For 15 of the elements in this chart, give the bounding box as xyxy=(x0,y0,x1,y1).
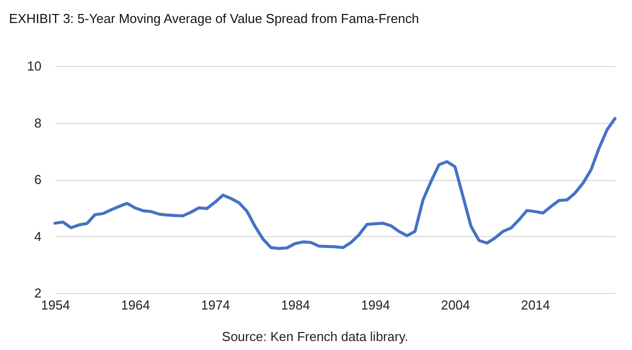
y-tick-label: 10 xyxy=(27,58,42,74)
x-tick-label: 1954 xyxy=(41,298,70,312)
y-tick-label: 4 xyxy=(34,228,42,244)
source-note: Source: Ken French data library. xyxy=(222,329,408,344)
x-tick-label: 2014 xyxy=(521,298,550,312)
chart-title: EXHIBIT 3: 5-Year Moving Average of Value Spread from Fama-French xyxy=(9,11,419,26)
x-tick-label: 1984 xyxy=(281,298,310,312)
x-tick-label: 2004 xyxy=(441,298,470,312)
y-tick-label: 8 xyxy=(34,115,42,130)
y-tick-label: 2 xyxy=(34,286,42,300)
x-tick-label: 1994 xyxy=(361,298,390,312)
y-tick-label: 6 xyxy=(34,172,42,187)
x-tick-label: 1974 xyxy=(201,298,230,312)
x-tick-label: 1964 xyxy=(121,298,150,312)
line-series xyxy=(54,116,616,250)
